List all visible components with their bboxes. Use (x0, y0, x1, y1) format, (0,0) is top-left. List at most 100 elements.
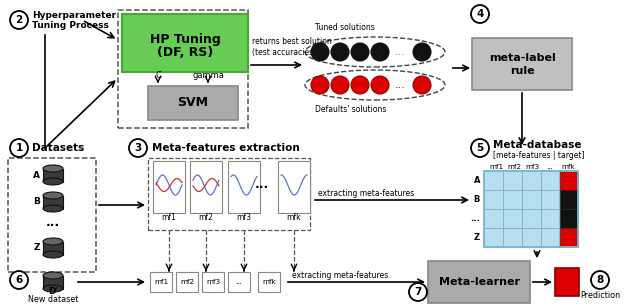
Bar (278, 161, 310, 213)
Text: returns best solution: returns best solution (252, 38, 332, 47)
Text: ...: ... (470, 214, 480, 223)
Circle shape (10, 139, 28, 157)
Bar (43, 275, 63, 289)
Bar (228, 161, 260, 213)
Text: ...: ... (46, 215, 60, 229)
Circle shape (591, 271, 609, 289)
Text: 8: 8 (596, 275, 604, 285)
Text: mf2: mf2 (507, 164, 521, 170)
Bar (122, 14, 248, 72)
Text: Prediction: Prediction (580, 292, 620, 300)
Bar (43, 196, 63, 208)
Bar (560, 171, 578, 190)
Text: New dataset: New dataset (28, 296, 78, 304)
Text: mf3: mf3 (237, 214, 252, 222)
Text: Datasets: Datasets (32, 143, 84, 153)
Bar (150, 272, 172, 292)
Text: B: B (474, 195, 480, 204)
Text: Meta-database: Meta-database (493, 140, 582, 150)
Bar (258, 272, 280, 292)
Text: mf3: mf3 (525, 164, 539, 170)
Text: [meta-features | target]: [meta-features | target] (493, 151, 584, 161)
Ellipse shape (43, 238, 63, 245)
Text: meta-label: meta-label (488, 53, 556, 63)
Bar (43, 241, 63, 255)
Bar (484, 171, 560, 247)
Text: gamma: gamma (192, 70, 224, 80)
Bar (148, 86, 238, 120)
Ellipse shape (43, 165, 63, 172)
Ellipse shape (43, 251, 63, 258)
Text: mf2: mf2 (198, 214, 213, 222)
Circle shape (413, 43, 431, 61)
Circle shape (351, 43, 369, 61)
Bar (202, 272, 224, 292)
Text: mfk: mfk (561, 164, 575, 170)
Text: Meta-features extraction: Meta-features extraction (152, 143, 300, 153)
Text: rule: rule (509, 66, 534, 76)
Circle shape (129, 139, 147, 157)
Bar (228, 272, 250, 292)
Bar (43, 169, 63, 181)
Text: 3: 3 (134, 143, 141, 153)
Circle shape (471, 139, 489, 157)
Bar (153, 161, 185, 213)
Bar (560, 228, 578, 247)
Text: extracting meta-features: extracting meta-features (292, 271, 388, 279)
Text: Meta-learner: Meta-learner (438, 277, 520, 287)
Text: ...: ... (236, 279, 243, 285)
Bar (148, 158, 310, 230)
Bar (190, 161, 222, 213)
Circle shape (471, 5, 489, 23)
Text: Z: Z (474, 233, 480, 242)
Circle shape (10, 271, 28, 289)
Text: B: B (33, 197, 40, 207)
Text: ...: ... (395, 80, 405, 90)
Text: Z: Z (33, 244, 40, 252)
Bar (176, 272, 198, 292)
Bar (472, 38, 572, 90)
Text: SVM: SVM (177, 96, 209, 110)
Circle shape (331, 43, 349, 61)
Text: 6: 6 (15, 275, 22, 285)
Circle shape (331, 76, 349, 94)
Circle shape (409, 283, 427, 301)
Text: 1: 1 (15, 143, 22, 153)
Circle shape (311, 43, 329, 61)
Bar (428, 261, 530, 303)
Bar (560, 190, 578, 209)
Text: 2: 2 (15, 15, 22, 25)
Text: Tuning Process: Tuning Process (32, 21, 109, 31)
Text: extracting meta-features: extracting meta-features (318, 188, 414, 197)
Text: (DF, RS): (DF, RS) (157, 47, 213, 59)
Circle shape (10, 11, 28, 29)
Ellipse shape (43, 205, 63, 212)
Text: (test accuracies): (test accuracies) (252, 47, 316, 57)
Circle shape (351, 76, 369, 94)
Bar (118, 10, 248, 128)
Text: 4: 4 (476, 9, 484, 19)
Text: 7: 7 (414, 287, 422, 297)
Circle shape (371, 76, 389, 94)
Text: C: C (155, 70, 161, 80)
Circle shape (371, 43, 389, 61)
Bar (560, 209, 578, 228)
Circle shape (413, 76, 431, 94)
Text: ...: ... (255, 178, 269, 192)
Ellipse shape (43, 192, 63, 199)
Ellipse shape (305, 70, 445, 100)
Bar (484, 171, 578, 247)
Ellipse shape (43, 272, 63, 279)
Text: mf1: mf1 (154, 279, 168, 285)
Text: Defaults' solutions: Defaults' solutions (315, 106, 387, 114)
Text: mfk: mfk (262, 279, 276, 285)
Ellipse shape (305, 37, 445, 67)
Bar (555, 268, 579, 296)
Text: ...: ... (395, 47, 405, 57)
Bar (8, 158, 96, 272)
Text: ...: ... (547, 164, 554, 170)
Text: A: A (474, 176, 480, 185)
Ellipse shape (43, 178, 63, 185)
Text: mf2: mf2 (180, 279, 194, 285)
Text: mf3: mf3 (206, 279, 220, 285)
